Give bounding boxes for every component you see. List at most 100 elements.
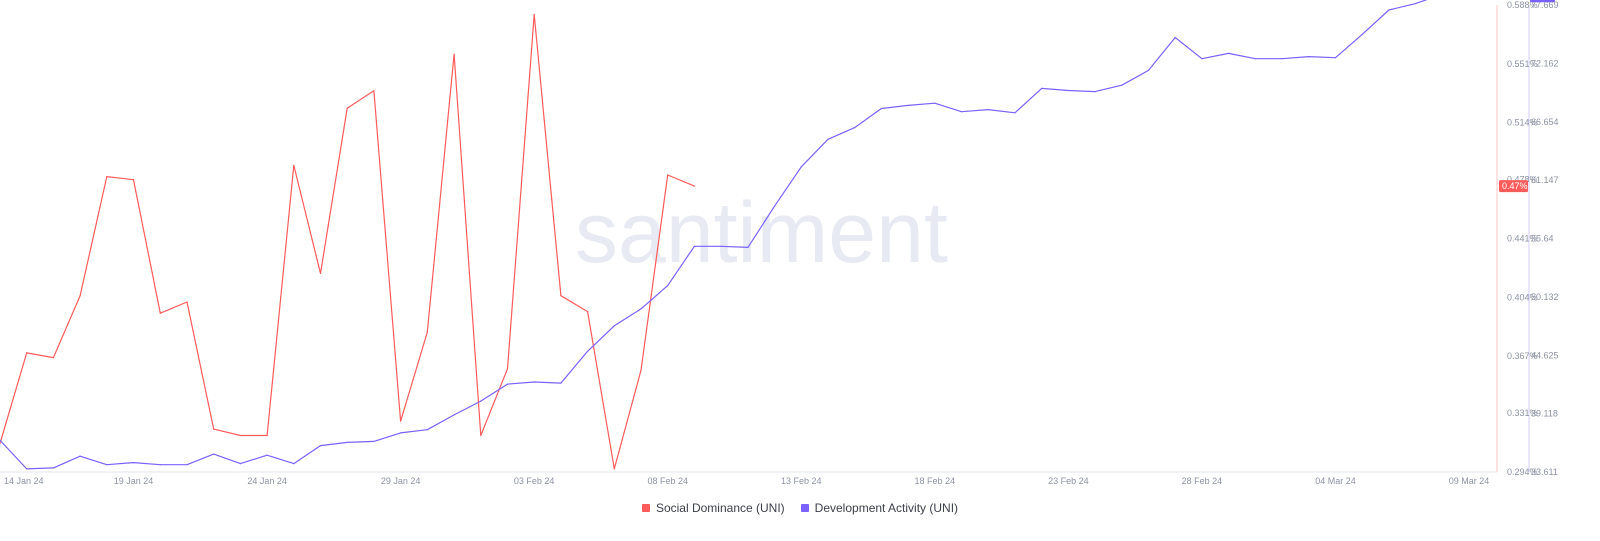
social-dominance-point (533, 13, 535, 16)
development-activity-point (266, 454, 268, 456)
development-activity-y-tick: 61.147 (1531, 175, 1559, 185)
development-activity-point (373, 440, 375, 442)
x-tick-label: 23 Feb 24 (1048, 476, 1089, 486)
development-activity-y-tick: 72.162 (1531, 58, 1559, 68)
development-activity-point (640, 308, 642, 310)
social-dominance-y-tick: 0.588% (1507, 0, 1538, 10)
development-activity-y-tick: 77.669 (1531, 0, 1559, 10)
social-dominance-point (640, 369, 642, 371)
development-activity-point (1281, 58, 1283, 60)
social-dominance-y-tick: 0.551% (1507, 59, 1538, 69)
social-dominance-y-tick: 0.367% (1507, 351, 1538, 361)
social-dominance-point (266, 434, 268, 437)
social-dominance-point (346, 107, 348, 109)
development-activity-point (1388, 9, 1390, 11)
development-activity-point (960, 111, 963, 113)
development-activity-point (453, 414, 455, 416)
legend-label-development-activity: Development Activity (UNI) (814, 501, 959, 515)
development-activity-point (533, 381, 535, 383)
axes: 14 Jan 24 19 Jan 24 24 Jan 24 29 Jan 24 03 F… (0, 0, 1559, 486)
legend: Social Dominance (UNI) Development Activ… (0, 501, 1600, 515)
development-activity-y-tick: 33.611 (1531, 467, 1558, 477)
social-dominance-point (132, 179, 135, 181)
social-dominance-point (426, 331, 428, 333)
social-dominance-point (613, 468, 615, 470)
development-activity-y-tick: 50.132 (1531, 292, 1559, 302)
development-activity-point (693, 245, 696, 247)
development-activity-point (560, 382, 562, 384)
development-activity-point (52, 467, 55, 469)
development-activity-point (987, 109, 989, 111)
series-layer (0, 0, 1428, 470)
development-activity-point (1041, 87, 1043, 89)
development-activity-point (319, 445, 322, 447)
social-dominance-y-tick: 0.294% (1507, 467, 1538, 477)
social-dominance-point (319, 272, 322, 274)
development-activity-point (0, 439, 1, 441)
x-tick-label: 03 Feb 24 (514, 476, 555, 486)
development-activity-point (1415, 3, 1417, 5)
development-activity-point (800, 166, 802, 168)
santiment-watermark: santiment (575, 185, 948, 281)
social-dominance-point (373, 90, 375, 92)
development-activity-point (1334, 57, 1337, 59)
development-activity-swatch (800, 504, 809, 512)
development-activity-point (26, 468, 28, 470)
development-activity-point (346, 441, 348, 443)
development-activity-point (934, 102, 936, 104)
social-dominance-y-tick: 0.441% (1507, 234, 1538, 244)
development-activity-point (1121, 84, 1123, 86)
social-dominance-point (159, 312, 161, 314)
social-dominance-point (453, 53, 455, 55)
x-tick-label: 28 Feb 24 (1182, 476, 1223, 486)
development-activity-y-tick: 39.118 (1531, 409, 1558, 419)
development-activity-point (1174, 36, 1176, 39)
development-activity-point (186, 464, 188, 466)
legend-item-development-activity[interactable]: Development Activity (UNI) (800, 501, 959, 515)
development-activity-point (1228, 52, 1230, 55)
social-dominance-point (667, 174, 669, 176)
social-dominance-point (693, 185, 696, 187)
social-dominance-point (106, 176, 108, 178)
development-activity-point (132, 462, 135, 464)
development-activity-point (293, 463, 295, 465)
development-activity-point (720, 245, 722, 247)
development-activity-point (827, 138, 829, 140)
development-activity-point (774, 205, 776, 207)
development-activity-point (239, 463, 241, 465)
social-dominance-point (587, 311, 589, 313)
legend-label-social-dominance: Social Dominance (UNI) (655, 501, 785, 515)
development-activity-point (1014, 112, 1016, 114)
social-dominance-point (26, 352, 28, 354)
social-dominance-point (186, 301, 188, 303)
development-activity-point (1361, 33, 1363, 36)
development-activity-point (159, 464, 161, 466)
development-activity-point (1308, 56, 1310, 58)
x-tick-label: 08 Feb 24 (647, 476, 688, 486)
social-dominance-point (213, 428, 215, 430)
development-activity-y-tick: 66.654 (1531, 117, 1559, 127)
social-dominance-swatch (641, 504, 650, 512)
development-activity-point (213, 453, 215, 455)
social-dominance-point (239, 434, 241, 437)
x-tick-label: 14 Jan 24 (4, 476, 44, 486)
x-tick-label: 29 Jan 24 (381, 476, 421, 486)
development-activity-point (667, 285, 669, 287)
x-tick-label: 09 Mar 24 (1449, 476, 1490, 486)
x-tick-label: 24 Jan 24 (247, 476, 287, 486)
social-dominance-point (293, 164, 295, 166)
development-activity-point (587, 350, 589, 352)
development-activity-last-value-label: 76.89 (1533, 0, 1556, 1)
legend-item-social-dominance[interactable]: Social Dominance (UNI) (641, 501, 785, 515)
development-activity-point (613, 325, 615, 327)
x-tick-label: 19 Jan 24 (114, 476, 154, 486)
development-activity-point (506, 383, 509, 385)
social-dominance-point (560, 295, 562, 297)
development-activity-point (1147, 69, 1150, 71)
social-dominance-y-tick: 0.404% (1507, 292, 1538, 302)
social-dominance-point (79, 295, 81, 297)
x-tick-label: 18 Feb 24 (915, 476, 956, 486)
development-activity-last-value-badge (1530, 0, 1555, 3)
x-tick-label: 04 Mar 24 (1315, 476, 1356, 486)
